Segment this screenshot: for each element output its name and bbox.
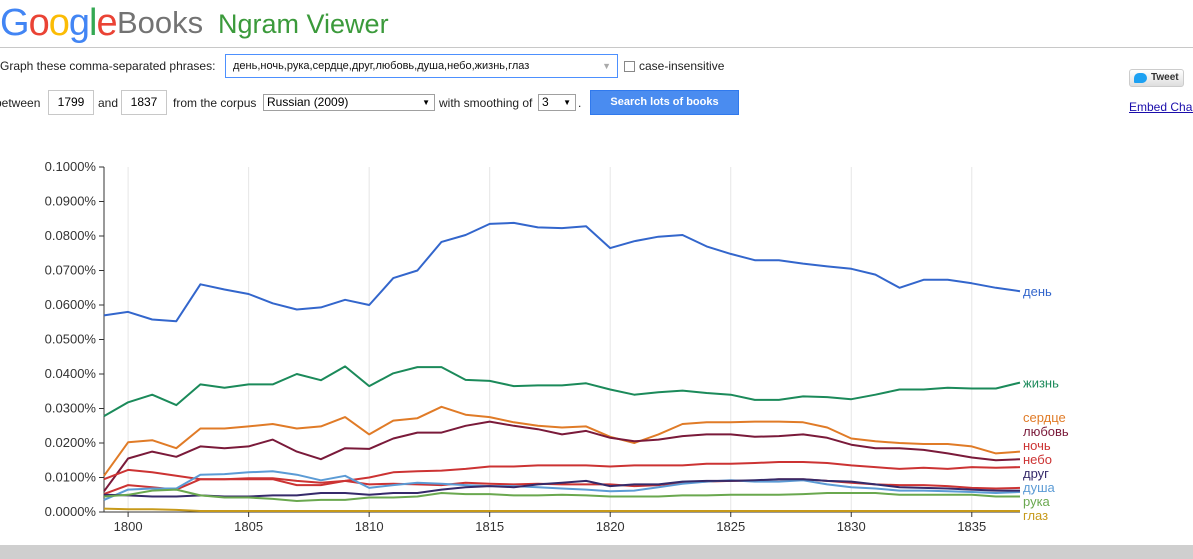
y-tick-label: 0.0000% — [45, 504, 97, 519]
smoothing-period: . — [578, 96, 582, 110]
x-tick-label: 1825 — [716, 519, 745, 534]
series-line-0[interactable] — [103, 221, 1021, 323]
x-tick-label: 1815 — [475, 519, 504, 534]
series-line-1[interactable] — [103, 365, 1021, 417]
y-tick-label: 0.0200% — [45, 435, 97, 450]
corpus-select[interactable]: Russian (2009) ▼ — [263, 94, 435, 111]
series-line-9[interactable] — [103, 507, 1020, 512]
header-divider — [0, 47, 1193, 48]
series-end-label[interactable]: день — [1023, 284, 1052, 299]
twitter-bird-icon — [1134, 73, 1147, 83]
x-tick-label: 1800 — [114, 519, 143, 534]
phrases-input[interactable]: день,ночь,рука,сердце,друг,любовь,душа,н… — [225, 54, 618, 78]
between-label: between — [0, 96, 41, 110]
x-tick-label: 1830 — [837, 519, 866, 534]
x-tick-label: 1820 — [596, 519, 625, 534]
bottom-scrollbar[interactable] — [0, 545, 1193, 559]
series-end-label[interactable]: душа — [1023, 480, 1056, 495]
smoothing-select-value: 3 — [542, 95, 549, 109]
y-tick-label: 0.0100% — [45, 470, 97, 485]
y-tick-label: 0.1000% — [45, 159, 97, 174]
end-year-input[interactable]: 1837 — [121, 90, 167, 115]
y-tick-label: 0.0900% — [45, 194, 97, 209]
series-line-5[interactable] — [103, 478, 1021, 496]
corpus-label: from the corpus — [173, 96, 257, 110]
smoothing-select[interactable]: 3 ▼ — [538, 94, 576, 111]
and-label: and — [98, 96, 119, 110]
series-end-label[interactable]: ночь — [1023, 438, 1051, 453]
dropdown-arrow-icon[interactable]: ▼ — [602, 61, 611, 71]
series-line-6[interactable] — [103, 470, 1021, 501]
phrases-input-value: день,ночь,рука,сердце,друг,любовь,душа,н… — [233, 60, 530, 72]
y-tick-label: 0.0800% — [45, 228, 97, 243]
y-tick-label: 0.0300% — [45, 401, 97, 416]
logo-letter: e — [96, 2, 117, 44]
series-end-label[interactable]: сердце — [1023, 410, 1066, 425]
series-end-label[interactable]: жизнь — [1023, 376, 1059, 391]
search-button[interactable]: Search lots of books — [590, 90, 739, 115]
series-end-label[interactable]: глаз — [1023, 508, 1048, 523]
series-line-7[interactable] — [103, 478, 1020, 498]
series-end-label[interactable]: небо — [1023, 452, 1052, 467]
start-year-input[interactable]: 1799 — [48, 90, 94, 115]
dropdown-arrow-icon: ▼ — [563, 98, 571, 107]
case-insensitive-label: case-insensitive — [639, 59, 725, 73]
smoothing-label: with smoothing of — [439, 96, 533, 110]
series-end-label[interactable]: любовь — [1023, 424, 1069, 439]
y-tick-label: 0.0700% — [45, 263, 97, 278]
logo-letter: l — [88, 2, 98, 44]
x-tick-label: 1810 — [355, 519, 384, 534]
y-tick-label: 0.0400% — [45, 366, 97, 381]
series-line-2[interactable] — [103, 405, 1021, 477]
series-line-8[interactable] — [103, 488, 1020, 502]
x-tick-label: 1805 — [234, 519, 263, 534]
tweet-button-label: Tweet — [1151, 72, 1179, 83]
series-line-3[interactable] — [103, 420, 1021, 492]
y-tick-label: 0.0500% — [45, 332, 97, 347]
ngram-chart: 1800 1805 1810 1815 1820 1825 1830 1835 0.0000% 0… — [45, 159, 1069, 534]
logo-letter: o — [48, 2, 70, 44]
series-end-label[interactable]: рука — [1023, 494, 1051, 509]
tweet-button[interactable]: Tweet — [1129, 69, 1184, 87]
logo-google-wordmark: Google — [0, 2, 118, 45]
y-tick-label: 0.0600% — [45, 297, 97, 312]
case-insensitive-checkbox[interactable] — [624, 61, 635, 72]
corpus-select-value: Russian (2009) — [267, 95, 349, 109]
logo-letter: o — [28, 2, 50, 44]
logo-letter: G — [0, 2, 30, 44]
logo-letter: g — [68, 2, 90, 44]
logo-ngram-viewer-text: Ngram Viewer — [218, 9, 389, 39]
logo-books-text: Books — [117, 5, 204, 40]
x-tick-label: 1835 — [957, 519, 986, 534]
series-end-label[interactable]: друг — [1023, 466, 1049, 481]
dropdown-arrow-icon: ▼ — [422, 98, 430, 107]
phrases-label: Graph these comma-separated phrases: — [0, 59, 216, 73]
embed-chart-link[interactable]: Embed Chart — [1129, 100, 1193, 114]
